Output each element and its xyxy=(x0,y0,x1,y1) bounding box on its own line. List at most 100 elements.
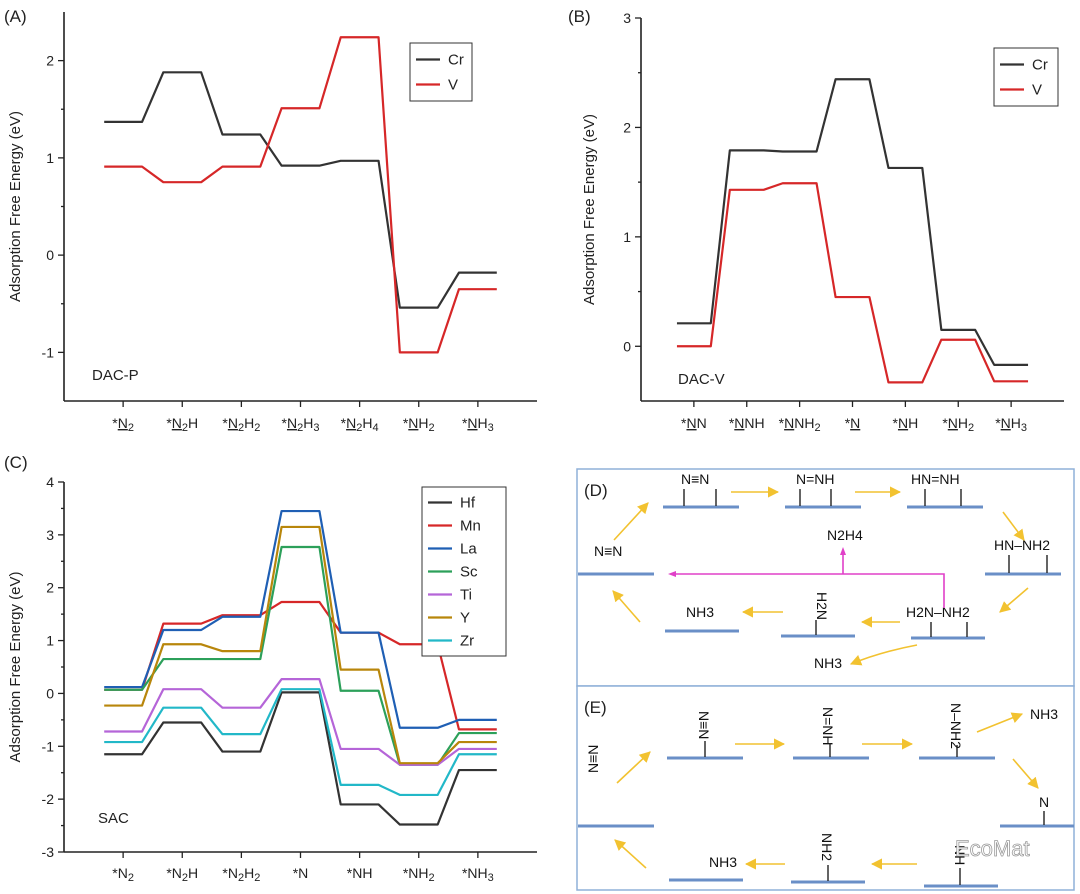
series-line-y xyxy=(104,525,497,765)
scheme-panel-e: (E) N≡N N≡N N=NH N–NH2 NH3 N NH NH2 NH3 … xyxy=(576,685,1075,891)
legend-label: La xyxy=(460,541,477,558)
chart-annotation: SAC xyxy=(98,810,129,827)
x-tick-label: *NH3 xyxy=(462,415,494,434)
arrow xyxy=(849,644,918,666)
y-tick-label: 1 xyxy=(46,150,54,166)
legend-box xyxy=(409,42,473,102)
x-tick-label: *NH2 xyxy=(942,415,974,434)
chart-c: (C) 4 3 2 1 0 -1 -2 -3 *N2 *N2H *N2H2 *N *NH *NH2 *NH3 A… xyxy=(4,453,537,884)
molecule-hnnh: HN=NH xyxy=(911,471,960,487)
legend-label: Zr xyxy=(460,633,474,650)
panel-label: (B) xyxy=(568,7,591,26)
arrow xyxy=(999,587,1029,613)
x-tick-label: *NH3 xyxy=(462,865,494,884)
molecule-nh3-released: NH3 xyxy=(1030,706,1058,722)
x-tick-label: *N2H3 xyxy=(282,415,320,434)
series-line-v xyxy=(104,36,497,354)
molecule-nnh: N=NH xyxy=(796,471,835,487)
molecule-n2-adsorbed: N≡N xyxy=(681,471,709,487)
legend-label: Ti xyxy=(460,587,472,604)
y-tick-label: 2 xyxy=(46,580,54,596)
legend-box xyxy=(993,47,1059,107)
x-tick-label: *NNH xyxy=(729,415,765,431)
series-line-hf xyxy=(104,691,497,826)
series-line-cr xyxy=(104,71,497,309)
y-tick-label: 2 xyxy=(623,119,631,135)
series-line-zr xyxy=(104,688,497,797)
arrow xyxy=(976,712,1024,733)
x-tick-label: *NH2 xyxy=(403,865,435,884)
x-tick-label: *NN xyxy=(681,415,707,431)
x-tick-label: *NH3 xyxy=(995,415,1027,434)
series-line-la xyxy=(104,509,497,729)
chart-annotation: DAC-P xyxy=(92,367,139,384)
x-tick-label: *N2 xyxy=(112,415,134,434)
legend-label: Sc xyxy=(460,564,478,581)
x-tick-label: *N2H xyxy=(166,865,198,884)
x-tick-label: *NH2 xyxy=(403,415,435,434)
x-tick-label: *NH xyxy=(893,415,919,431)
molecule-nnh2: N–NH2 xyxy=(948,703,964,749)
y-tick-label: 0 xyxy=(623,338,631,354)
y-tick-label: 0 xyxy=(46,685,54,701)
x-tick-label: *N2H2 xyxy=(222,415,260,434)
molecule-nh3: NH3 xyxy=(686,604,714,620)
legend-label: Y xyxy=(460,610,470,627)
arrow xyxy=(612,590,641,623)
molecule-n2: N≡N xyxy=(594,543,622,559)
molecule-nh3: NH3 xyxy=(709,854,737,870)
watermark: EcoMat xyxy=(955,836,1030,861)
x-tick-label: *N2H2 xyxy=(222,865,260,884)
molecule-n: N xyxy=(1039,794,1049,810)
arrow xyxy=(616,751,651,784)
chart-annotation: DAC-V xyxy=(678,371,725,388)
x-tick-label: *N2 xyxy=(112,865,134,884)
molecule-h2nnh2: H2N–NH2 xyxy=(906,604,970,620)
molecule-hnnh2: HN–NH2 xyxy=(994,537,1050,553)
arrow xyxy=(1002,511,1025,541)
magenta-arrowhead xyxy=(840,547,846,555)
chart-b: (B) 3 2 1 0 *NN *NNH *NNH2 *N *NH *NH2 *NH3 Adsorpti… xyxy=(568,7,1064,434)
molecule-nh3-released: NH3 xyxy=(814,655,842,671)
legend-label: Mn xyxy=(460,518,481,535)
y-tick-label: 1 xyxy=(623,229,631,245)
y-tick-label: 2 xyxy=(46,53,54,69)
panel-e-frame xyxy=(576,685,1075,891)
x-tick-label: *N xyxy=(845,415,861,431)
molecule-n2: N≡N xyxy=(585,745,601,773)
x-tick-label: *NH xyxy=(347,865,373,881)
panel-e-label: (E) xyxy=(584,698,607,717)
series-line-cr xyxy=(676,78,1029,366)
y-tick-label: 1 xyxy=(46,633,54,649)
scheme-panel-d: (D) N≡N N≡N N=NH HN=NH HN–NH2 H2N–NH2 H2… xyxy=(576,468,1075,687)
x-tick-label: *N2H xyxy=(166,415,198,434)
arrow xyxy=(1012,758,1039,789)
panel-label: (A) xyxy=(4,7,27,26)
panel-label: (C) xyxy=(4,453,28,472)
series-line-ti xyxy=(104,678,497,766)
molecule-nh: NH xyxy=(952,845,968,865)
y-axis-label: Adsorption Free Energy (eV) xyxy=(7,572,24,763)
molecule-nnh: N=NH xyxy=(820,707,836,746)
y-tick-label: 4 xyxy=(46,474,54,490)
y-axis-label: Adsorption Free Energy (eV) xyxy=(7,111,24,302)
y-tick-label: 0 xyxy=(46,247,54,263)
legend-label: V xyxy=(448,77,458,94)
panel-d-frame xyxy=(576,468,1075,687)
x-tick-label: *N xyxy=(293,865,309,881)
arrow xyxy=(613,502,649,541)
molecule-n2h4: N2H4 xyxy=(827,527,863,543)
legend-label: V xyxy=(1032,82,1042,99)
arrow xyxy=(614,839,647,869)
panel-d-label: (D) xyxy=(584,481,608,500)
y-axis-label: Adsorption Free Energy (eV) xyxy=(581,114,598,305)
magenta-arrowhead xyxy=(668,571,676,577)
series-line-v xyxy=(676,182,1029,384)
x-tick-label: *N2H4 xyxy=(341,415,379,434)
y-tick-label: -2 xyxy=(42,791,55,807)
y-tick-label: -1 xyxy=(42,738,55,754)
legend-label: Cr xyxy=(1032,57,1048,74)
y-tick-label: 3 xyxy=(46,527,54,543)
legend-label: Cr xyxy=(448,52,464,69)
